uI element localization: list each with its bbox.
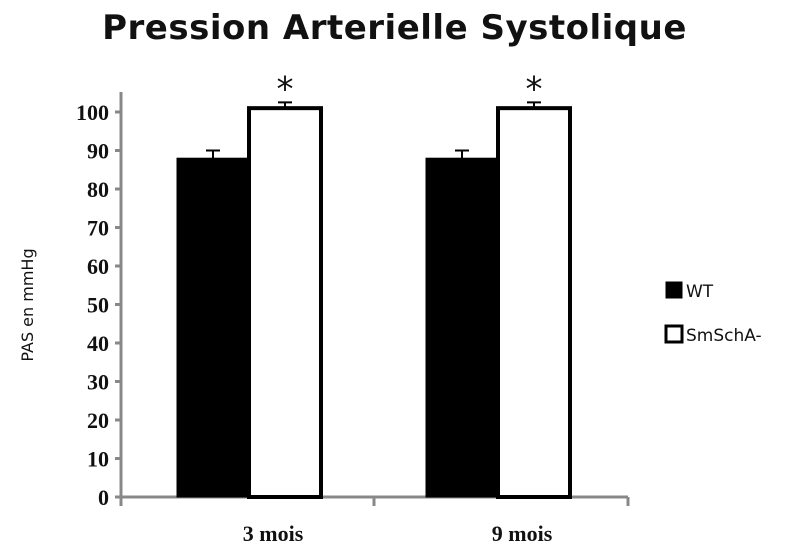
bar — [496, 106, 572, 500]
legend: WT SmSchA- — [664, 281, 762, 346]
x-category-label: 9 mois — [492, 521, 553, 546]
bars — [176, 101, 572, 500]
y-tick-label: 50 — [87, 293, 109, 318]
significance-marker: * — [277, 69, 294, 109]
y-tick-label: 20 — [87, 408, 109, 433]
y-tick-label: 100 — [76, 100, 109, 125]
y-tick-label: 80 — [87, 177, 109, 202]
x-category-label: 3 mois — [243, 521, 304, 546]
chart-title: Pression Arterielle Systolique — [102, 8, 687, 48]
legend-swatch — [664, 324, 684, 344]
bar — [425, 157, 499, 498]
bar — [176, 157, 250, 498]
legend-label: WT — [686, 282, 714, 302]
labels: 0 10 20 30 40 50 60 70 80 90 100 3 mois * 9 mois * PAS … — [18, 69, 553, 546]
y-axis-label: PAS en mmHg — [18, 248, 37, 361]
y-tick-label: 10 — [87, 447, 109, 472]
bar — [247, 106, 323, 500]
y-tick-label: 40 — [87, 331, 109, 356]
significance-marker: * — [526, 69, 543, 109]
y-tick-label: 90 — [87, 139, 109, 164]
y-tick-label: 70 — [87, 216, 109, 241]
y-tick-label: 60 — [87, 254, 109, 279]
legend-label: SmSchA- — [686, 326, 762, 346]
y-tick-label: 30 — [87, 370, 109, 395]
y-tick-label: 0 — [98, 485, 109, 510]
legend-swatch — [665, 281, 683, 299]
